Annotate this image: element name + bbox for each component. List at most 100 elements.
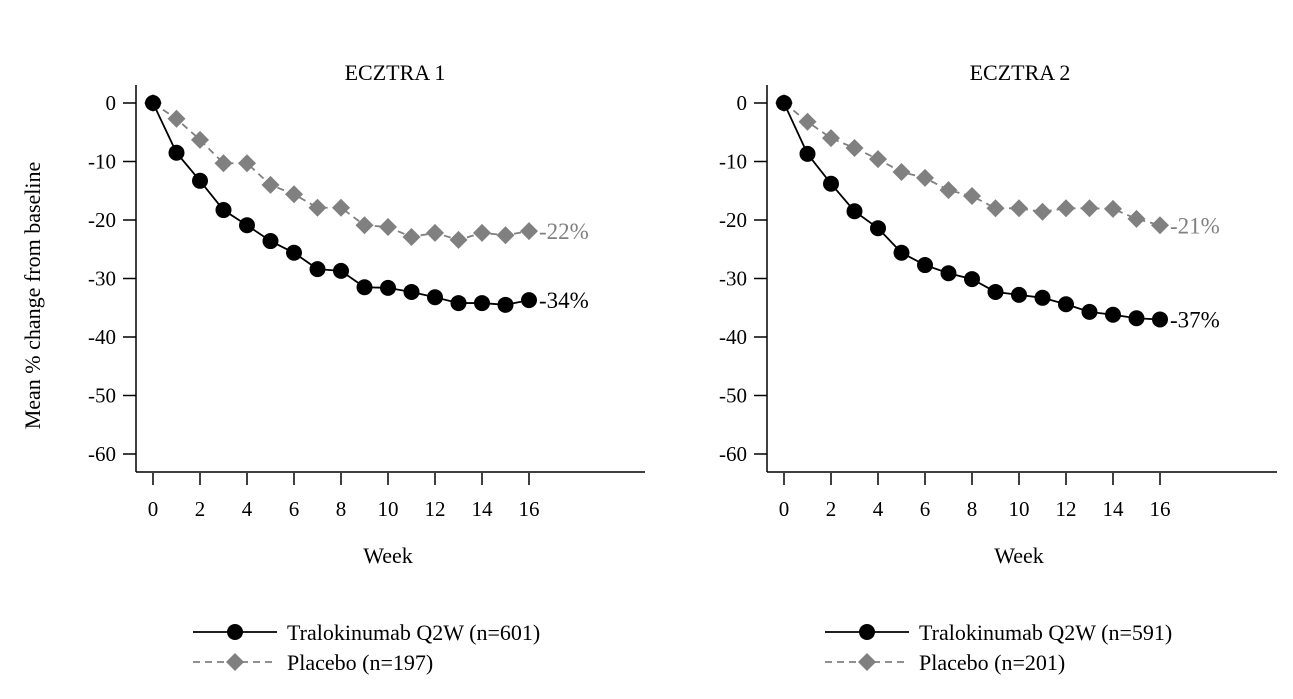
legend-marker	[227, 624, 243, 640]
data-point	[450, 295, 467, 312]
legend-item: Placebo (n=197)	[193, 650, 433, 675]
y-tick-label: -40	[88, 325, 116, 349]
x-tick-label: 2	[195, 497, 206, 521]
x-tick-label: 6	[289, 497, 300, 521]
data-point	[215, 202, 232, 219]
data-point	[1105, 306, 1121, 323]
x-tick-label: 10	[378, 497, 399, 521]
data-point	[798, 112, 817, 131]
data-point	[939, 181, 958, 200]
data-point	[986, 199, 1005, 218]
legend-item: Tralokinumab Q2W (n=601)	[193, 620, 540, 645]
y-tick-label: -30	[88, 267, 116, 291]
x-tick-label: 16	[519, 497, 540, 521]
end-value-label: -22%	[539, 219, 589, 244]
y-tick-label: 0	[737, 91, 748, 115]
x-tick-label: 8	[967, 497, 978, 521]
legend-label: Placebo (n=201)	[919, 650, 1065, 675]
y-axis-label: Mean % change from baseline	[20, 162, 45, 430]
data-point	[496, 226, 515, 245]
data-point	[521, 292, 537, 309]
data-point	[1010, 199, 1028, 218]
data-point	[846, 203, 863, 220]
y-tick-label: -50	[719, 384, 747, 408]
y-tick-label: -60	[88, 442, 116, 466]
data-point	[497, 296, 514, 313]
legend: Tralokinumab Q2W (n=591) Placebo (n=201)	[825, 620, 1172, 675]
x-tick-label: 0	[779, 497, 790, 521]
series-line	[152, 102, 530, 241]
x-tick-label: 10	[1009, 497, 1030, 521]
data-point	[356, 279, 373, 296]
end-value-label: -37%	[1170, 307, 1220, 332]
series-line	[783, 102, 1161, 227]
data-point	[799, 145, 816, 162]
data-point	[427, 289, 443, 306]
data-point	[776, 95, 792, 111]
data-point	[214, 154, 233, 173]
data-point	[261, 175, 280, 194]
data-point	[869, 150, 887, 169]
data-point	[1152, 311, 1168, 328]
data-point	[262, 233, 279, 250]
legend-marker	[859, 624, 875, 640]
data-point	[286, 244, 302, 261]
data-point	[239, 217, 255, 234]
y-tick-label: -10	[719, 150, 747, 174]
y-tick-label: -40	[719, 325, 747, 349]
data-point	[1011, 286, 1027, 303]
data-point	[473, 223, 491, 242]
data-point	[1104, 199, 1122, 218]
end-value-label: -21%	[1170, 213, 1220, 238]
x-tick-label: 6	[920, 497, 931, 521]
data-point	[355, 216, 374, 235]
data-point	[192, 172, 208, 189]
x-tick-label: 4	[873, 497, 884, 521]
chart-panel-2: ECZTRA 2 0 -10 -20 -30 -40 -50 -60 0 2 4 6 8 10 12 14 16…	[719, 60, 1277, 675]
series-placebo: -22%	[144, 94, 589, 249]
x-tick-label: 12	[1056, 497, 1077, 521]
data-point	[308, 198, 327, 217]
data-point	[1033, 202, 1052, 221]
data-point	[238, 154, 256, 173]
data-point	[285, 185, 303, 204]
legend-label: Tralokinumab Q2W (n=601)	[287, 620, 540, 645]
end-value-label: -34%	[539, 288, 589, 313]
data-point	[870, 220, 886, 237]
data-point	[167, 109, 186, 128]
series-placebo: -21%	[775, 94, 1220, 238]
data-point	[1058, 296, 1074, 313]
data-point	[893, 244, 910, 261]
data-point	[402, 227, 421, 246]
data-point	[1080, 199, 1099, 218]
data-point	[892, 163, 911, 182]
chart-panel-1: ECZTRA 1 0 -10 -20 -30 -40 -50 -60 0 2 4 6 8 10 12 14 16…	[20, 60, 645, 675]
legend-item: Placebo (n=201)	[825, 650, 1065, 675]
x-axis-label: Week	[994, 543, 1044, 568]
data-point	[1034, 289, 1051, 306]
y-tick-label: -20	[88, 208, 116, 232]
data-point	[403, 283, 420, 300]
data-point	[1081, 303, 1098, 320]
data-point	[823, 175, 839, 192]
data-point	[1128, 310, 1145, 327]
data-point	[964, 271, 980, 288]
legend-label: Placebo (n=197)	[287, 650, 433, 675]
x-tick-label: 14	[1103, 497, 1125, 521]
data-point	[987, 283, 1004, 300]
x-tick-label: 12	[425, 497, 446, 521]
x-tick-label: 8	[336, 497, 347, 521]
data-point	[845, 139, 864, 158]
legend-marker	[226, 653, 244, 671]
x-tick-label: 4	[242, 497, 253, 521]
data-point	[191, 130, 209, 149]
data-point	[145, 95, 161, 111]
data-point	[940, 265, 957, 282]
data-point	[168, 144, 185, 161]
y-tick-label: -60	[719, 442, 747, 466]
x-tick-label: 14	[472, 497, 494, 521]
data-point	[1127, 209, 1146, 228]
series-tralokinumab: -37%	[776, 95, 1220, 332]
data-point	[332, 198, 350, 217]
